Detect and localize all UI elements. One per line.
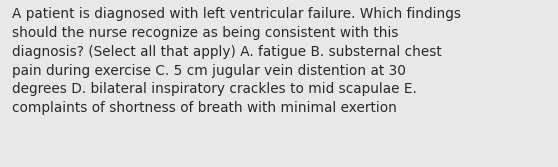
Text: A patient is diagnosed with left ventricular failure. Which findings
should the : A patient is diagnosed with left ventric…	[12, 7, 461, 115]
